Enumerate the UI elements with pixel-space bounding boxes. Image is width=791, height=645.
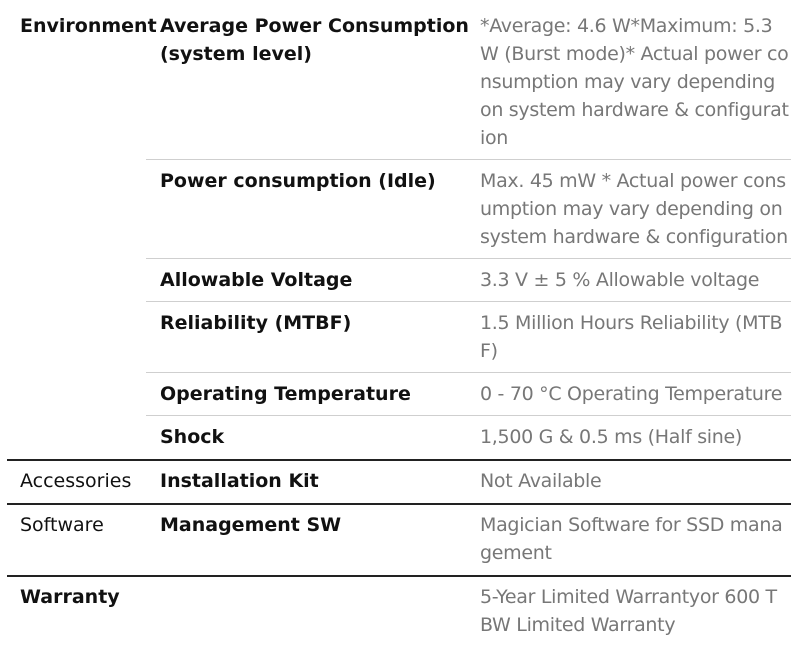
value-management-sw-line-2: gement — [480, 542, 552, 564]
value-reliability-line-2: F) — [480, 340, 498, 362]
value-average-power-line-5: ion — [480, 127, 509, 149]
category-accessories: Accessories — [20, 470, 132, 492]
value-power-idle-line-1: Max. 45 mW * Actual power cons — [480, 170, 786, 192]
label-operating-temperature: Operating Temperature — [160, 383, 411, 405]
label-management-sw: Management SW — [160, 514, 342, 536]
label-average-power-line-2: (system level) — [160, 43, 312, 65]
category-software: Software — [20, 514, 104, 536]
value-installation-kit: Not Available — [480, 470, 602, 492]
value-average-power-line-1: *Average: 4.6 W*Maximum: 5.3 — [480, 15, 773, 37]
value-operating-temperature: 0 - 70 °C Operating Temperature — [480, 383, 783, 405]
value-shock: 1,500 G & 0.5 ms (Half sine) — [480, 426, 743, 448]
label-installation-kit: Installation Kit — [160, 470, 319, 492]
category-warranty: Warranty — [20, 586, 120, 608]
label-shock: Shock — [160, 426, 225, 448]
value-power-idle-line-3: system hardware & configuration — [480, 226, 788, 248]
value-average-power-line-3: nsumption may vary depending — [480, 71, 775, 93]
label-average-power-line-1: Average Power Consumption — [160, 15, 469, 37]
value-warranty-line-2: BW Limited Warranty — [480, 614, 676, 636]
section-divider — [7, 575, 791, 577]
label-reliability: Reliability (MTBF) — [160, 312, 352, 334]
section-divider — [7, 503, 791, 505]
label-allowable-voltage: Allowable Voltage — [160, 269, 353, 291]
value-management-sw-line-1: Magician Software for SSD mana — [480, 514, 783, 536]
row-divider — [146, 258, 791, 259]
row-divider — [146, 159, 791, 160]
row-divider — [146, 301, 791, 302]
row-divider — [146, 372, 791, 373]
section-divider — [7, 459, 791, 461]
value-allowable-voltage: 3.3 V ± 5 % Allowable voltage — [480, 269, 760, 291]
value-warranty-line-1: 5-Year Limited Warrantyor 600 T — [480, 586, 777, 608]
value-reliability-line-1: 1.5 Million Hours Reliability (MTB — [480, 312, 783, 334]
value-power-idle-line-2: umption may vary depending on — [480, 198, 783, 220]
label-power-idle: Power consumption (Idle) — [160, 170, 436, 192]
value-average-power-line-4: on system hardware & configurat — [480, 99, 789, 121]
value-average-power-line-2: W (Burst mode)* Actual power co — [480, 43, 789, 65]
row-divider — [146, 415, 791, 416]
category-environment: Environment — [20, 15, 157, 37]
